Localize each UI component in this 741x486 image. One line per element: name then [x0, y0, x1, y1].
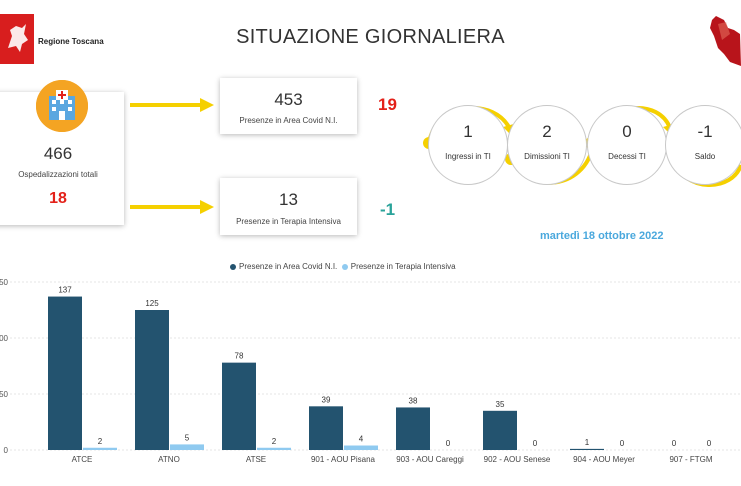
x-tick-label: 907 - FTGM — [669, 455, 712, 464]
flow-saldo: -1 Saldo — [665, 105, 741, 185]
bar-data-label: 39 — [322, 395, 331, 404]
bar-covid — [309, 406, 343, 450]
flow-ingressi-value: 1 — [463, 122, 473, 141]
bar-data-label: 2 — [272, 437, 277, 446]
bar-ti — [257, 447, 291, 450]
x-tick-label: 903 - AOU Careggi — [396, 455, 464, 464]
bar-data-label: 1 — [585, 438, 590, 447]
y-tick-label: 150 — [0, 278, 9, 287]
bar-covid — [570, 448, 604, 450]
report-date: martedì 18 ottobre 2022 — [540, 230, 664, 242]
flow-dimissioni-value: 2 — [542, 122, 552, 141]
x-tick-label: 901 - AOU Pisana — [311, 455, 376, 464]
total-label: Ospedalizzazioni totali — [18, 170, 98, 179]
bar-data-label: 137 — [58, 286, 72, 295]
hospital-icon — [36, 80, 88, 132]
bar-data-label: 5 — [185, 433, 190, 442]
bar-data-label: 0 — [672, 439, 677, 448]
x-tick-label: ATSE — [246, 455, 266, 464]
flow-dimissioni-label: Dimissioni TI — [524, 152, 570, 161]
bar-ti — [83, 447, 117, 450]
bar-data-label: 0 — [446, 439, 451, 448]
bar-ti — [344, 445, 378, 450]
x-tick-label: ATNO — [158, 455, 180, 464]
bar-data-label: 0 — [707, 439, 712, 448]
bar-data-label: 38 — [409, 396, 418, 405]
bar-data-label: 2 — [98, 437, 103, 446]
bar-covid — [396, 407, 430, 450]
intensive-care-card: 13 Presenze in Terapia Intensiva — [220, 178, 357, 235]
bar-data-label: 0 — [533, 439, 538, 448]
legend-dot-ti — [341, 263, 348, 270]
ti-delta: -1 — [380, 200, 396, 219]
flow-decessi-value: 0 — [622, 122, 632, 141]
legend-dot-covid — [230, 263, 236, 270]
bar-covid — [135, 310, 169, 450]
ti-value: 13 — [279, 190, 298, 209]
page-title: SITUAZIONE GIORNALIERA — [236, 26, 505, 48]
covid-delta: 19 — [378, 95, 397, 114]
tuscany-map-icon — [710, 14, 741, 66]
legend-label-covid: Presenze in Area Covid N.I. — [239, 262, 338, 271]
bar-data-label: 125 — [145, 299, 159, 308]
x-tick-label: ATCE — [72, 455, 93, 464]
bar-covid — [222, 362, 256, 450]
total-delta: 18 — [49, 190, 67, 207]
y-tick-label: 100 — [0, 334, 9, 343]
y-tick-label: 0 — [4, 446, 9, 455]
bar-data-label: 78 — [235, 352, 244, 361]
bar-ti — [170, 444, 204, 450]
bar-data-label: 0 — [620, 439, 625, 448]
legend-label-ti: Presenze in Terapia Intensiva — [350, 262, 456, 271]
bar-data-label: 35 — [496, 400, 505, 409]
flow-ingressi-label: Ingressi in TI — [445, 152, 491, 161]
arrow-to-covid-icon — [130, 98, 214, 112]
flow-saldo-label: Saldo — [694, 152, 716, 161]
covid-value: 453 — [274, 90, 303, 109]
flow-saldo-value: -1 — [697, 122, 713, 141]
bar-data-label: 4 — [359, 435, 364, 444]
covid-presence-card: 453 Presenze in Area Covid N.I. — [220, 78, 357, 134]
x-tick-label: 904 - AOU Meyer — [573, 455, 635, 464]
bar-covid — [483, 410, 517, 450]
bar-covid — [48, 296, 82, 450]
chart-legend: Presenze in Area Covid N.I. Presenze in … — [230, 262, 456, 271]
flow-ingressi: 1 Ingressi in TI — [428, 105, 508, 185]
flow-decessi: 0 Decessi TI — [587, 105, 667, 185]
brand-name: Regione Toscana — [38, 37, 104, 46]
total-value: 466 — [43, 144, 73, 163]
flow-dimissioni: 2 Dimissioni TI — [507, 105, 587, 185]
x-tick-label: 902 - AOU Senese — [484, 455, 551, 464]
covid-label: Presenze in Area Covid N.I. — [239, 116, 338, 125]
pegasus-logo-icon — [0, 14, 34, 64]
flow-decessi-label: Decessi TI — [608, 152, 646, 161]
ti-label: Presenze in Terapia Intensiva — [236, 217, 341, 226]
arrow-to-ti-icon — [130, 200, 214, 214]
bar-chart: 1501005001372ATCE1255ATNO782ATSE394901 -… — [0, 278, 741, 464]
y-tick-label: 50 — [0, 390, 9, 399]
